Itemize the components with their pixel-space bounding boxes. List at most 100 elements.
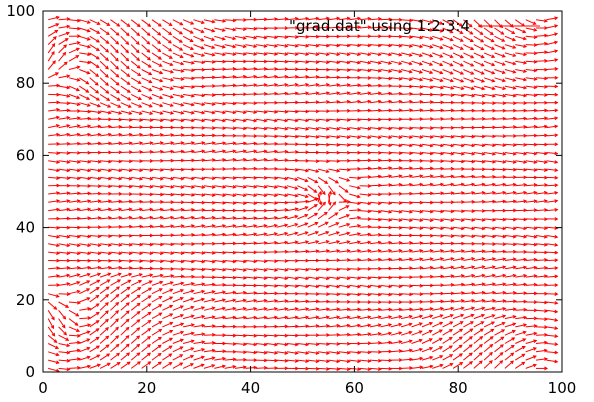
vector-arrowhead <box>128 176 133 181</box>
vector-arrowhead <box>222 224 227 228</box>
vector-arrow <box>494 307 506 311</box>
vector-arrowhead <box>481 290 486 295</box>
vector-arrow <box>432 152 444 155</box>
vector-arrowhead <box>471 159 476 164</box>
vector-arrowhead <box>263 342 268 347</box>
vector-arrowhead <box>533 199 538 204</box>
vector-arrowhead <box>512 86 517 90</box>
vector-arrow <box>234 251 247 254</box>
vector-arrow <box>483 60 495 66</box>
vector-arrowhead <box>470 71 475 75</box>
vector-arrowhead <box>55 115 61 120</box>
vector-arrowhead <box>449 46 454 50</box>
vector-arrowhead <box>55 352 60 357</box>
vector-arrow <box>245 316 257 320</box>
vector-arrow <box>328 222 339 228</box>
vector-arrow <box>68 274 80 278</box>
vector-arrow <box>432 329 443 336</box>
vector-arrow <box>504 352 514 361</box>
vector-arrow <box>546 117 558 120</box>
vector-arrow <box>442 183 454 187</box>
vector-arrowhead <box>66 124 71 128</box>
vector-arrowhead <box>147 23 152 27</box>
vector-arrow <box>525 235 537 238</box>
vector-arrow <box>411 250 423 253</box>
vector-arrow <box>224 307 236 311</box>
vector-arrowhead <box>180 94 185 99</box>
vector-arrowhead <box>305 82 310 87</box>
vector-arrow <box>307 176 318 183</box>
vector-arrow <box>473 77 485 83</box>
vector-arrow <box>525 77 537 80</box>
vector-arrowhead <box>168 47 173 52</box>
vector-arrowhead <box>554 168 559 173</box>
vector-arrow <box>401 242 413 245</box>
vector-arrowhead <box>325 127 330 131</box>
vector-arrow <box>338 69 350 71</box>
vector-arrowhead <box>305 34 310 39</box>
vector-arrowhead <box>461 209 466 214</box>
vector-arrow <box>463 258 475 261</box>
vector-arrow <box>483 85 495 90</box>
vector-arrowhead <box>429 364 434 369</box>
vector-arrowhead <box>492 282 497 287</box>
vector-arrow <box>120 352 130 361</box>
vector-arrowhead <box>76 243 81 248</box>
vector-arrow <box>141 311 151 320</box>
vector-arrowhead <box>97 199 102 204</box>
vector-arrowhead <box>461 282 466 287</box>
vector-arrow <box>162 134 174 137</box>
vector-arrow <box>203 35 215 41</box>
vector-arrowhead <box>377 43 382 48</box>
vector-arrowhead <box>367 83 372 88</box>
vector-arrow <box>463 250 475 253</box>
vector-arrow <box>245 193 257 197</box>
vector-arrow <box>120 335 130 344</box>
vector-arrow <box>162 313 173 320</box>
vector-arrow <box>48 152 60 154</box>
vector-arrow <box>68 349 80 353</box>
vector-arrow <box>110 327 119 336</box>
vector-arrow <box>193 110 205 114</box>
vector-arrowhead <box>147 361 152 365</box>
vector-arrow <box>307 84 319 87</box>
vector-arrow <box>442 143 454 147</box>
vector-arrow <box>483 35 495 43</box>
vector-arrow <box>318 84 330 87</box>
vector-arrowhead <box>159 224 164 229</box>
vector-arrow <box>494 235 506 238</box>
vector-arrowhead <box>398 266 403 271</box>
vector-arrowhead <box>409 241 414 245</box>
vector-arrow <box>276 159 288 162</box>
vector-arrow <box>120 318 130 328</box>
vector-arrow <box>172 150 184 153</box>
vector-arrow <box>442 321 453 328</box>
vector-arrow <box>110 52 119 62</box>
vector-arrowhead <box>346 25 351 30</box>
vector-arrow <box>79 160 91 163</box>
vector-arrowhead <box>449 354 454 358</box>
vector-arrow <box>172 93 184 98</box>
vector-arrow <box>318 92 330 95</box>
vector-arrowhead <box>169 103 174 107</box>
vector-arrow <box>141 361 151 369</box>
vector-arrow <box>359 259 371 261</box>
vector-arrowhead <box>419 356 424 361</box>
vector-arrowhead <box>398 69 403 74</box>
vector-arrow <box>286 176 298 181</box>
vector-arrowhead <box>523 307 528 312</box>
vector-arrowhead <box>211 60 216 64</box>
vector-arrow <box>151 142 163 145</box>
vector-arrow <box>89 200 101 203</box>
vector-arrow <box>89 266 101 270</box>
vector-arrow <box>369 52 381 56</box>
vector-arrow <box>255 127 267 130</box>
vector-arrow <box>369 69 381 72</box>
vector-arrowhead <box>336 68 341 72</box>
vector-arrowhead <box>459 353 463 357</box>
vector-arrowhead <box>118 243 123 247</box>
vector-arrow <box>390 152 402 154</box>
vector-arrow <box>318 250 330 253</box>
vector-arrowhead <box>105 82 109 87</box>
vector-arrowhead <box>471 191 476 195</box>
